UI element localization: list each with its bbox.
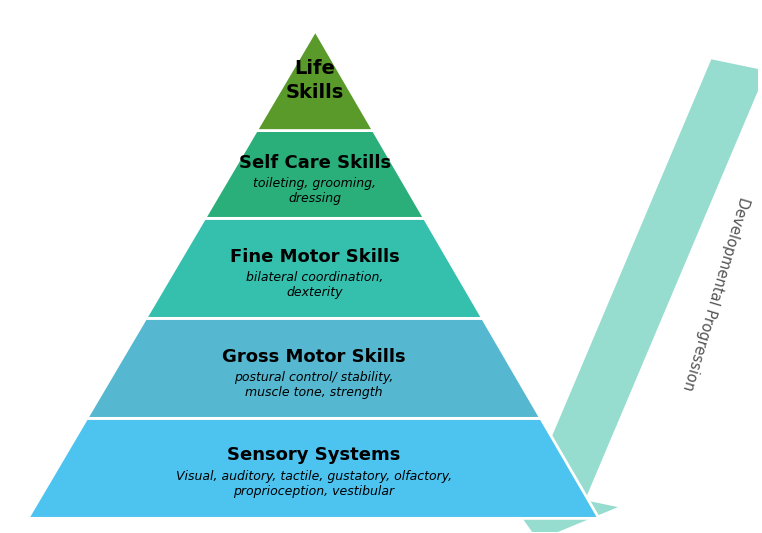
Text: bilateral coordination,
dexterity: bilateral coordination, dexterity bbox=[245, 271, 383, 300]
Text: Developmental Progression: Developmental Progression bbox=[680, 195, 751, 392]
Text: Sensory Systems: Sensory Systems bbox=[227, 446, 400, 464]
Text: Fine Motor Skills: Fine Motor Skills bbox=[229, 248, 399, 265]
Text: postural control/ stability,
muscle tone, strength: postural control/ stability, muscle tone… bbox=[234, 372, 394, 399]
Polygon shape bbox=[87, 318, 541, 418]
Text: Life
Skills: Life Skills bbox=[286, 59, 344, 102]
Polygon shape bbox=[256, 30, 373, 131]
Polygon shape bbox=[28, 418, 599, 519]
Text: toileting, grooming,
dressing: toileting, grooming, dressing bbox=[253, 177, 376, 205]
Text: Gross Motor Skills: Gross Motor Skills bbox=[223, 348, 406, 366]
Polygon shape bbox=[497, 59, 762, 533]
Text: Self Care Skills: Self Care Skills bbox=[239, 154, 391, 172]
Text: Visual, auditory, tactile, gustatory, olfactory,
proprioception, vestibular: Visual, auditory, tactile, gustatory, ol… bbox=[175, 470, 452, 498]
Polygon shape bbox=[205, 131, 424, 219]
Polygon shape bbox=[146, 219, 482, 318]
